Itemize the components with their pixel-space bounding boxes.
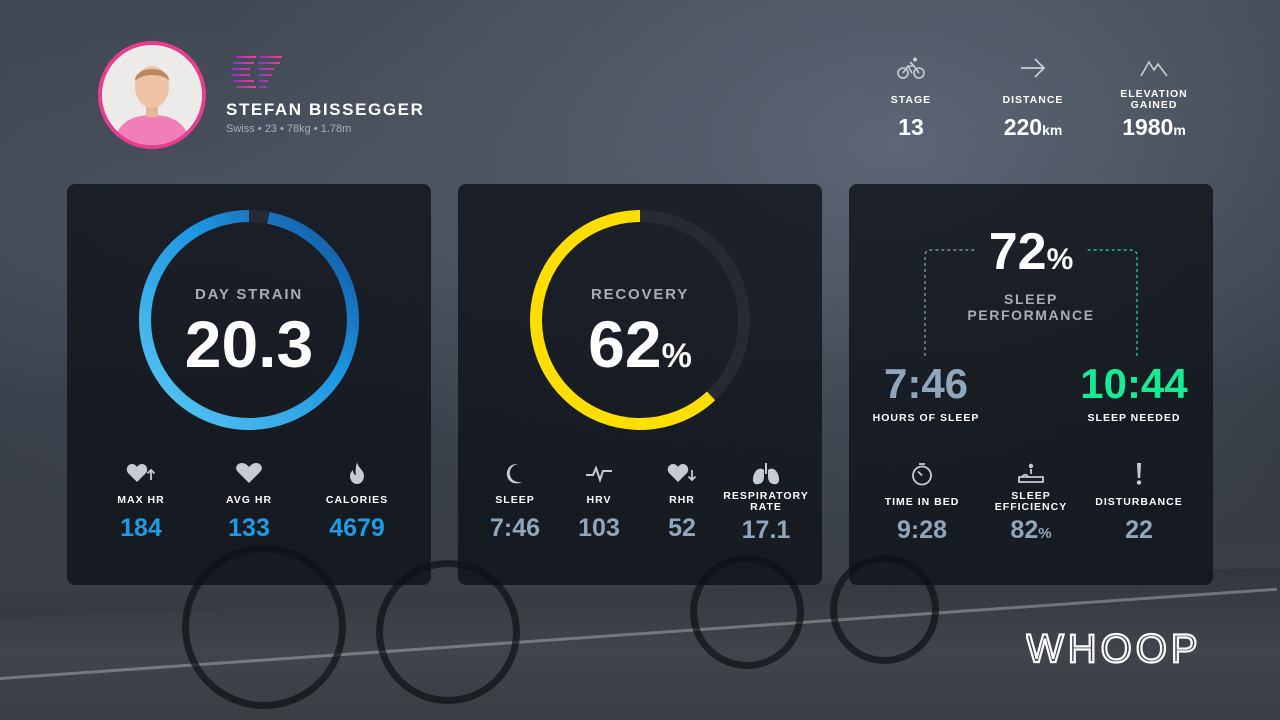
stage-stat-distance: DISTANCE 220km — [978, 56, 1088, 141]
cyclist-icon — [897, 57, 925, 79]
recovery-value: 62 — [588, 307, 662, 381]
heart-up-icon — [126, 464, 156, 482]
calories-label: CALORIES — [325, 493, 389, 506]
hours-of-sleep-label: HOURS OF SLEEP — [872, 412, 980, 424]
recovery-card: RECOVERY 62% SLEEP 7:46 HRV 103 RHR 52 R… — [458, 184, 822, 585]
sleep-needed-value: 10:44 — [1080, 360, 1188, 407]
distance-label: DISTANCE — [1002, 93, 1064, 106]
recovery-ring-arc — [530, 210, 750, 430]
elevation-label: ELEVATION GAINED — [1120, 88, 1188, 111]
strain-label: DAY STRAIN — [194, 286, 304, 303]
calories-value: 4679 — [329, 514, 385, 542]
rhr-value: 52 — [668, 514, 696, 542]
moon-icon — [506, 464, 522, 484]
disturbance-value: 22 — [1125, 516, 1153, 544]
pulse-icon — [586, 465, 612, 484]
sleep-performance-value: 72 — [988, 223, 1047, 281]
flame-icon — [350, 462, 364, 484]
bike-wheel — [376, 560, 520, 704]
heart-icon — [236, 463, 262, 483]
recovery-label: RECOVERY — [590, 286, 690, 303]
metric-avg-hr: AVG HR 133 — [204, 462, 294, 543]
disturbance-label: DISTURBANCE — [1095, 495, 1183, 508]
lungs-icon — [752, 463, 780, 485]
respiratory-rate-label: RESPIRATORY RATE — [723, 490, 809, 513]
sleep-efficiency-value: 82 — [1010, 516, 1039, 544]
hours-of-sleep-value: 7:46 — [883, 360, 969, 407]
elevation-unit: m — [1173, 122, 1186, 138]
metric-calories: CALORIES 4679 — [312, 462, 402, 543]
sleep-performance-label: SLEEP PERFORMANCE — [967, 291, 1095, 323]
distance-unit: km — [1042, 122, 1063, 138]
arrow-right-icon — [1021, 58, 1046, 78]
svg-text:WHOOP: WHOOP — [1026, 628, 1202, 668]
sleep-efficiency-unit: % — [1038, 525, 1052, 542]
sleep-value: 7:46 — [489, 514, 541, 542]
time-in-bed-label: TIME IN BED — [884, 495, 960, 508]
avg-hr-value: 133 — [228, 514, 270, 542]
time-in-bed-value: 9:28 — [896, 516, 948, 544]
metric-respiratory-rate: RESPIRATORY RATE 17.1 — [721, 462, 811, 545]
avg-hr-label: AVG HR — [225, 493, 273, 506]
metric-time-in-bed: TIME IN BED 9:28 — [877, 462, 967, 545]
mountain-icon — [1140, 60, 1168, 77]
recovery-unit: % — [661, 337, 692, 375]
distance-value: 220 — [1003, 114, 1043, 140]
metric-sleep-efficiency: SLEEP EFFICIENCY 82% — [986, 462, 1076, 545]
strain-ring: DAY STRAIN 20.3 — [137, 208, 361, 432]
hrv-value: 103 — [578, 514, 620, 542]
stage-stat-label: STAGE — [890, 93, 932, 106]
whoop-logo: WHOOP — [1026, 628, 1202, 668]
athlete-meta: Swiss • 23 • 78kg • 1.78m — [226, 123, 352, 135]
hrv-label: HRV — [586, 493, 612, 506]
max-hr-value: 184 — [120, 514, 162, 542]
sleep-performance-unit: % — [1046, 243, 1074, 276]
athlete-avatar — [98, 41, 206, 149]
recovery-ring: RECOVERY 62% — [528, 208, 752, 432]
strain-ring-arc — [139, 210, 359, 430]
heart-down-icon — [667, 464, 697, 482]
rhr-label: RHR — [669, 493, 695, 506]
stage-stat-stage: STAGE 13 — [856, 56, 966, 141]
strain-value: 20.3 — [184, 307, 314, 381]
bed-icon — [1018, 463, 1044, 483]
exclamation-icon — [1136, 463, 1142, 485]
sleep-bracket — [924, 249, 1138, 356]
metric-rhr: RHR 52 — [637, 462, 727, 543]
sleep-card: 72% SLEEP PERFORMANCE 7:46 HOURS OF SLEE… — [849, 184, 1213, 585]
sleep-needed-label: SLEEP NEEDED — [1087, 412, 1181, 424]
stage-stat-value: 13 — [898, 114, 924, 140]
metric-hrv: HRV 103 — [554, 462, 644, 543]
strain-card: DAY STRAIN 20.3 MAX HR 184 AVG HR 133 CA… — [67, 184, 431, 585]
metric-disturbance: DISTURBANCE 22 — [1094, 462, 1184, 545]
metric-sleep: SLEEP 7:46 — [470, 462, 560, 543]
athlete-name: STEFAN BISSEGGER — [226, 100, 425, 119]
sleep-efficiency-label: SLEEP EFFICIENCY — [994, 490, 1068, 513]
team-logo — [232, 56, 282, 88]
elevation-value: 1980 — [1122, 114, 1174, 140]
respiratory-rate-value: 17.1 — [741, 516, 791, 544]
stopwatch-icon — [912, 463, 932, 486]
stage-stat-elevation: ELEVATION GAINED 1980m — [1099, 56, 1209, 141]
sleep-label: SLEEP — [495, 493, 535, 506]
metric-max-hr: MAX HR 184 — [96, 462, 186, 543]
max-hr-label: MAX HR — [117, 493, 165, 506]
